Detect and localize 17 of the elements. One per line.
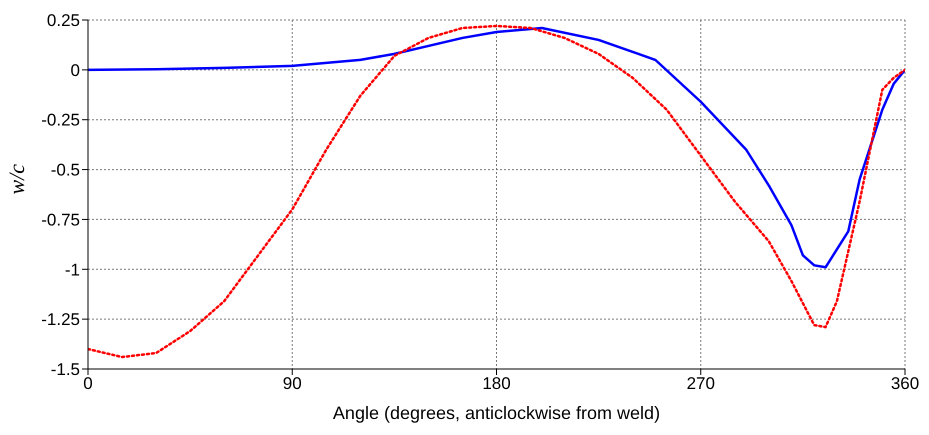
- y-tick-label: -1.5: [50, 360, 80, 380]
- y-axis-title: w/c: [4, 164, 29, 194]
- x-tick-label: 0: [83, 374, 93, 394]
- y-tick-label: -0.5: [50, 160, 80, 180]
- y-tick-label: 0.25: [46, 11, 80, 30]
- y-tick-label: -1: [64, 260, 80, 280]
- x-tick-label: 270: [686, 374, 715, 394]
- x-tick-label: 180: [482, 374, 511, 394]
- y-tick-label: -0.75: [41, 210, 80, 230]
- line-series: [88, 26, 905, 269]
- x-tick-label: 360: [890, 374, 920, 394]
- line-series: [88, 24, 905, 358]
- y-tick-label: 0: [70, 60, 80, 80]
- x-axis-title: Angle (degrees, anticlockwise from weld): [332, 403, 660, 423]
- y-tick-label: -1.25: [41, 310, 80, 330]
- y-tick-label: -0.25: [41, 110, 80, 130]
- x-tick-label: 90: [282, 374, 302, 394]
